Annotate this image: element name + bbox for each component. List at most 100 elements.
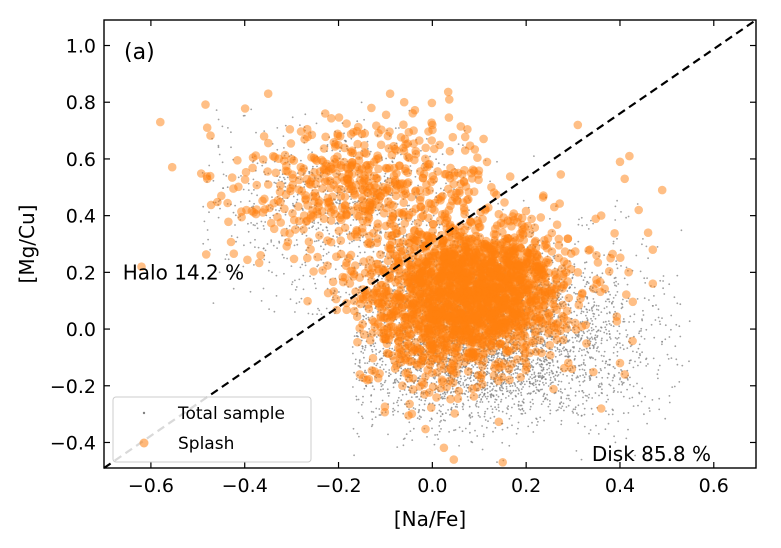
total-sample-point — [500, 398, 503, 401]
total-sample-point — [292, 195, 295, 198]
total-sample-point — [591, 306, 593, 309]
total-sample-point — [597, 305, 600, 307]
total-sample-point — [614, 310, 616, 313]
total-sample-point — [438, 403, 441, 406]
total-sample-point — [247, 182, 250, 185]
total-sample-point — [414, 175, 417, 178]
total-sample-point — [628, 397, 631, 400]
total-sample-point — [392, 407, 395, 410]
total-sample-point — [577, 336, 580, 338]
total-sample-point — [657, 316, 660, 319]
total-sample-point — [470, 412, 473, 414]
total-sample-point — [522, 380, 525, 383]
total-sample-point — [601, 392, 603, 395]
total-sample-point — [517, 421, 520, 424]
total-sample-point — [300, 159, 302, 162]
total-sample-point — [202, 205, 205, 208]
total-sample-point — [380, 357, 382, 360]
total-sample-point — [534, 380, 537, 383]
total-sample-point — [405, 393, 408, 396]
total-sample-point — [291, 116, 294, 119]
total-sample-point — [487, 420, 489, 423]
total-sample-point — [586, 297, 589, 300]
total-sample-point — [577, 364, 580, 367]
total-sample-point — [574, 333, 577, 336]
total-sample-point — [582, 272, 585, 274]
total-sample-point — [585, 283, 588, 286]
total-sample-point — [653, 295, 655, 297]
total-sample-point — [379, 350, 382, 353]
total-sample-point — [375, 407, 378, 410]
total-sample-point — [598, 371, 600, 374]
total-sample-point — [589, 357, 592, 360]
total-sample-point — [388, 392, 391, 394]
total-sample-point — [656, 373, 659, 376]
total-sample-point — [661, 343, 663, 346]
total-sample-point — [554, 355, 557, 358]
total-sample-point — [551, 348, 553, 351]
total-sample-point — [680, 229, 683, 232]
total-sample-point — [484, 410, 487, 413]
total-sample-point — [572, 412, 575, 414]
total-sample-point — [362, 395, 364, 398]
total-sample-point — [511, 406, 513, 409]
total-sample-point — [482, 433, 485, 436]
total-sample-point — [234, 204, 237, 207]
total-sample-point — [383, 175, 386, 178]
total-sample-point — [554, 346, 556, 348]
total-sample-point — [373, 345, 376, 348]
total-sample-point — [483, 412, 486, 415]
total-sample-point — [383, 381, 386, 384]
total-sample-point — [232, 211, 235, 214]
total-sample-point — [566, 394, 569, 397]
total-sample-point — [607, 320, 610, 322]
total-sample-point — [591, 338, 594, 340]
total-sample-point — [286, 176, 289, 179]
total-sample-point — [521, 413, 524, 415]
total-sample-point — [488, 372, 490, 375]
total-sample-point — [456, 406, 459, 408]
total-sample-point — [586, 330, 589, 333]
total-sample-point — [569, 350, 571, 353]
total-sample-point — [386, 388, 389, 391]
total-sample-point — [296, 193, 299, 196]
total-sample-point — [477, 411, 479, 414]
total-sample-point — [380, 382, 382, 385]
total-sample-point — [304, 113, 307, 116]
total-sample-point — [541, 388, 543, 391]
total-sample-point — [664, 324, 667, 327]
total-sample-point — [622, 412, 625, 415]
total-sample-point — [577, 404, 580, 407]
total-sample-point — [657, 377, 659, 380]
total-sample-point — [668, 395, 671, 397]
total-sample-point — [583, 407, 586, 410]
total-sample-point — [550, 381, 553, 384]
total-sample-point — [314, 282, 316, 285]
total-sample-point — [420, 370, 422, 373]
total-sample-point — [541, 252, 544, 255]
total-sample-point — [489, 180, 491, 183]
total-sample-point — [308, 172, 311, 175]
total-sample-point — [581, 334, 584, 337]
total-sample-point — [667, 358, 670, 360]
total-sample-point — [535, 418, 538, 420]
total-sample-point — [336, 236, 338, 238]
total-sample-point — [215, 109, 218, 111]
total-sample-point — [578, 380, 581, 383]
total-sample-point — [605, 332, 608, 335]
total-sample-point — [597, 346, 599, 348]
total-sample-point — [533, 155, 535, 158]
total-sample-point — [625, 437, 628, 440]
total-sample-point — [560, 350, 563, 353]
total-sample-point — [470, 440, 473, 443]
total-sample-point — [590, 327, 593, 329]
total-sample-point — [511, 398, 514, 400]
total-sample-point — [290, 265, 293, 267]
total-sample-point — [502, 357, 505, 360]
total-sample-point — [391, 347, 394, 350]
total-sample-point — [542, 395, 545, 398]
total-sample-point — [510, 374, 513, 376]
total-sample-point — [382, 388, 384, 390]
total-sample-point — [641, 351, 643, 354]
total-sample-point — [590, 219, 592, 222]
